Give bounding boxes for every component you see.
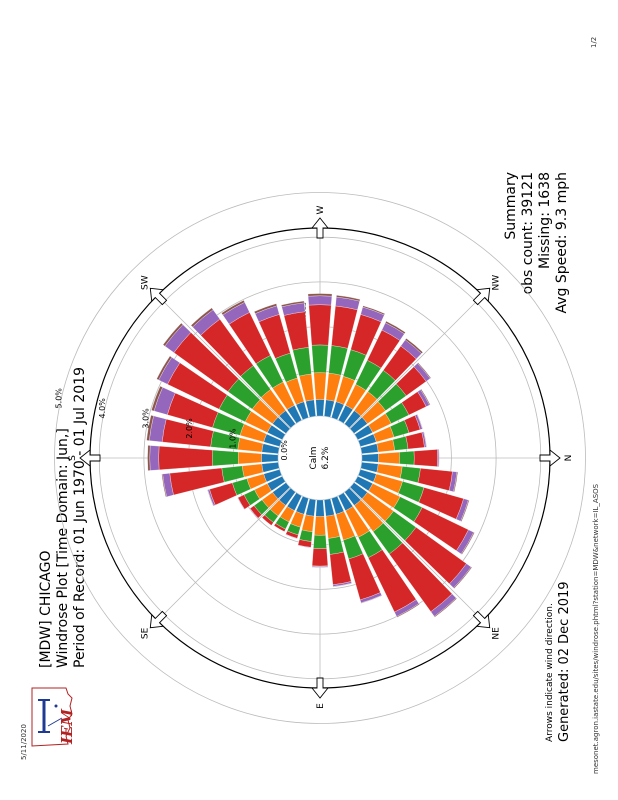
wind-sector-segment — [212, 449, 239, 467]
wind-sector-segment — [313, 372, 327, 400]
wind-sector-segment — [301, 514, 315, 532]
calm-label: Calm — [309, 446, 319, 469]
wind-sector-segment — [238, 451, 262, 465]
wind-sector-segment — [328, 536, 344, 555]
direction-arrow-icon — [79, 449, 101, 467]
wind-sector-segment — [332, 583, 352, 588]
ring-label: 2.0% — [185, 418, 194, 439]
direction-label: W — [316, 205, 326, 214]
wind-sector-segment — [161, 473, 167, 498]
wind-sector-segment — [461, 532, 475, 555]
grid-spoke — [157, 295, 291, 429]
direction-label: NE — [491, 627, 501, 640]
wind-sector-segment — [360, 595, 383, 604]
wind-sector-segment — [417, 362, 432, 379]
wind-sector-segment — [336, 295, 361, 302]
wind-sector-segment — [162, 322, 184, 347]
ring-label: 4.0% — [98, 398, 107, 419]
wind-sector-segment — [416, 414, 423, 430]
direction-label: S — [68, 455, 78, 461]
ring-label: 1.0% — [229, 428, 238, 449]
wind-sector-segment — [156, 355, 172, 381]
wind-sector-segment — [308, 304, 332, 346]
wind-sector-segment — [221, 465, 245, 483]
iem-logo-text: IEM — [58, 709, 76, 745]
direction-arrow-icon — [149, 287, 168, 306]
direction-label: SE — [141, 627, 151, 639]
wind-sector-segment — [453, 566, 473, 589]
direction-label: SW — [141, 275, 151, 290]
wind-sector-segment — [297, 544, 312, 548]
wind-sector-segment — [378, 452, 400, 464]
wind-sector-segment — [273, 523, 286, 532]
iowa-state-shape-icon — [31, 687, 73, 747]
wind-sector-segment — [261, 453, 279, 463]
wind-sector-segment — [413, 449, 438, 467]
wind-sector-segment — [420, 388, 431, 406]
direction-arrow-icon — [311, 677, 329, 699]
direction-arrow-icon — [311, 217, 329, 239]
wind-sector-segment — [254, 303, 278, 314]
calm-percent: 6.2% — [321, 446, 331, 469]
wind-sector-segment — [392, 436, 409, 451]
wind-sector-segment — [385, 320, 406, 335]
direction-label: E — [316, 703, 326, 709]
wind-sector-segment — [399, 450, 415, 466]
wind-sector-segment — [147, 445, 151, 471]
ring-label: 3.0% — [141, 408, 150, 429]
grid-ring — [54, 192, 586, 724]
wind-sector-segment — [285, 534, 298, 540]
wind-sector-segment — [281, 300, 305, 307]
grid-spoke — [349, 295, 483, 429]
wind-sector-segment — [405, 432, 425, 450]
grid-spoke — [157, 487, 291, 621]
wind-sector-segment — [315, 399, 325, 417]
wind-sector-segment — [376, 439, 395, 453]
wind-sector-segment — [146, 415, 154, 441]
wind-sector-segment — [149, 445, 160, 471]
direction-label: N — [564, 455, 574, 462]
direction-arrow-icon — [149, 610, 168, 629]
wind-sector-segment — [313, 534, 327, 549]
inner-circle — [277, 415, 363, 501]
direction-arrow-icon — [539, 449, 561, 467]
direction-arrow-icon — [472, 610, 491, 629]
wind-sector-segment — [423, 431, 427, 448]
wind-sector-segment — [190, 307, 214, 328]
wind-sector-segment — [453, 471, 459, 493]
wind-sector-segment — [434, 597, 458, 618]
wind-sector-segment — [237, 497, 245, 510]
wind-sector-segment — [207, 489, 214, 507]
wind-sector-segment — [249, 508, 259, 519]
wind-sector-segment — [362, 305, 386, 316]
wind-sector-segment — [261, 514, 274, 526]
ring-label: 5.0% — [54, 388, 63, 409]
wind-sector-segment — [460, 499, 470, 522]
wind-sector-segment — [311, 548, 329, 567]
wind-sector-segment — [158, 446, 213, 470]
wind-sector-segment — [315, 499, 325, 517]
direction-label: NW — [491, 275, 501, 291]
wind-sector-segment — [307, 295, 333, 306]
wind-sector-segment — [438, 449, 440, 467]
wind-sector-segment — [307, 293, 333, 297]
iem-logo: IEM — [31, 687, 76, 747]
wind-sector-segment — [361, 453, 379, 463]
wind-sector-segment — [396, 603, 420, 618]
direction-arrow-icon — [472, 287, 491, 306]
inner-ring-label: 0.0% — [280, 440, 289, 461]
wind-sector-segment — [311, 344, 329, 374]
wind-sector-segment — [399, 466, 421, 483]
grid-spoke — [349, 487, 483, 621]
wind-sector-segment — [151, 385, 163, 412]
wind-sector-segment — [221, 300, 245, 316]
wind-sector-segment — [405, 338, 424, 354]
wind-sector-segment — [311, 566, 329, 568]
wind-sector-segment — [314, 516, 326, 536]
